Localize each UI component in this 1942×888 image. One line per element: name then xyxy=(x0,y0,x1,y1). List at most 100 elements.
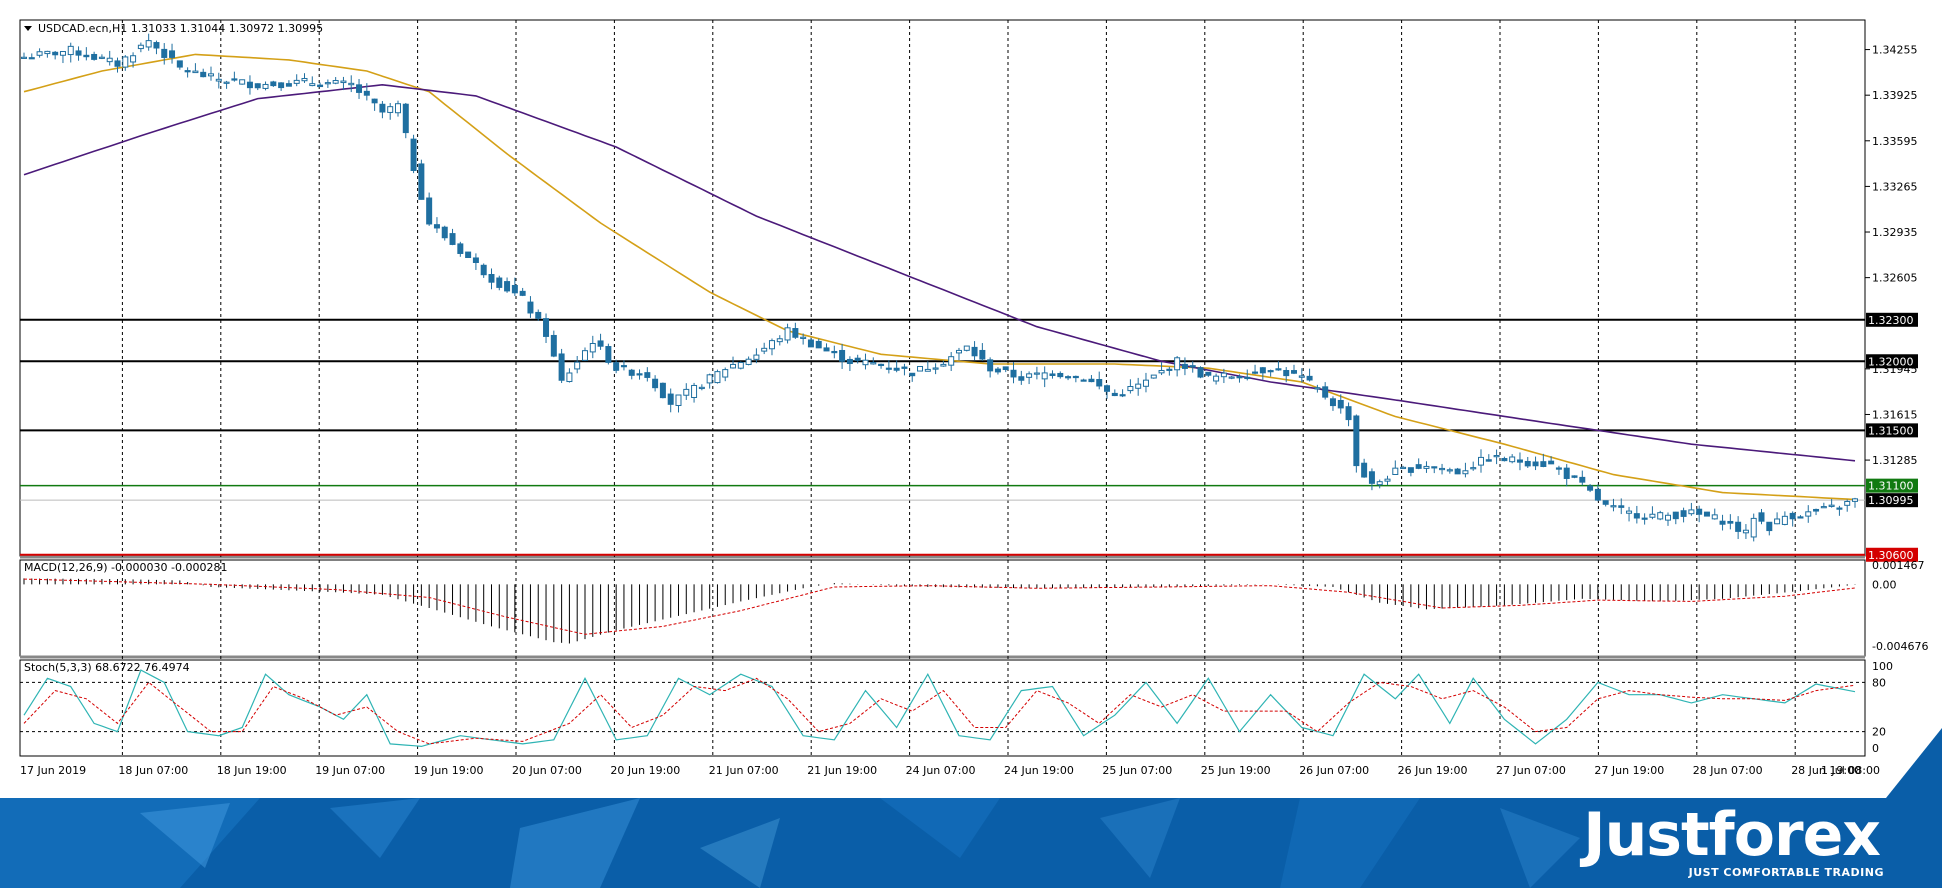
candle-body xyxy=(1306,375,1313,381)
candle-body xyxy=(511,284,518,294)
candle-body xyxy=(75,50,82,56)
candle-body xyxy=(1555,467,1562,470)
candle-body xyxy=(566,372,573,383)
candle-body xyxy=(91,53,98,60)
candle-body xyxy=(1571,475,1578,478)
candle-body xyxy=(262,83,269,89)
footer-banner xyxy=(0,798,1942,888)
candle-body xyxy=(652,378,659,389)
candle-body xyxy=(1213,375,1220,382)
candle-body xyxy=(371,98,378,104)
candle-body xyxy=(1688,509,1695,515)
candle-body xyxy=(1345,406,1352,421)
y-tick-label: 1.34255 xyxy=(1872,44,1918,57)
candle-body xyxy=(1353,415,1360,467)
candle-body xyxy=(1220,372,1227,378)
candle-body xyxy=(1680,510,1687,517)
candle-body xyxy=(1252,371,1259,374)
candle-body xyxy=(67,45,74,56)
moving-average-slow-line xyxy=(23,83,1856,462)
candle-body xyxy=(768,340,775,350)
candle-body xyxy=(1758,512,1765,522)
y-tick-label: 1.32605 xyxy=(1872,272,1918,285)
candle-body xyxy=(379,103,386,113)
x-tick-label: 25 Jun 07:00 xyxy=(1102,764,1172,777)
stochastic-indicator: 100 80 20 0 xyxy=(20,660,1893,755)
candle-body xyxy=(278,82,285,89)
brand-swoosh-icon xyxy=(1886,728,1942,798)
candle-body xyxy=(301,77,308,82)
candle-body xyxy=(426,197,433,225)
candle-body xyxy=(83,54,90,58)
candle-body xyxy=(161,48,168,58)
candle-body xyxy=(394,103,401,114)
candle-body xyxy=(348,82,355,86)
x-tick-label: 24 Jun 19:00 xyxy=(1004,764,1074,777)
stoch-title: Stoch(5,3,3) 68.6722 76.4974 xyxy=(24,661,190,674)
x-tick-label: 21 Jun 07:00 xyxy=(709,764,779,777)
candle-body xyxy=(1594,488,1601,501)
candle-body xyxy=(1844,501,1851,506)
candle-body xyxy=(1400,466,1407,470)
candle-body xyxy=(1587,485,1594,491)
candle-body xyxy=(987,359,994,372)
candle-body xyxy=(1750,517,1757,538)
stoch-y-tick-label: 0 xyxy=(1872,742,1879,755)
candle-body xyxy=(1228,376,1235,379)
candle-body xyxy=(239,79,246,85)
candle-body xyxy=(293,79,300,84)
candle-body xyxy=(1742,529,1749,534)
level-label-box xyxy=(1866,493,1918,508)
candle-body xyxy=(917,365,924,372)
candle-body xyxy=(21,56,27,59)
candle-body xyxy=(472,257,479,263)
candle-body xyxy=(792,328,799,338)
x-tick-label: 20 Jun 07:00 xyxy=(512,764,582,777)
candle-body xyxy=(807,339,814,348)
level-label-box xyxy=(1866,547,1918,562)
candle-body xyxy=(122,56,129,68)
stoch-y-tick-label: 20 xyxy=(1872,726,1886,739)
candle-body xyxy=(1462,470,1469,475)
candle-body xyxy=(1431,466,1438,469)
candle-body xyxy=(979,349,986,360)
candle-body xyxy=(1166,368,1173,371)
brand-tagline: JUST COMFORTABLE TRADING xyxy=(1688,866,1884,879)
candle-body xyxy=(1314,387,1321,390)
candle-body xyxy=(52,51,59,56)
macd-panel-frame xyxy=(19,559,1866,657)
candle-body xyxy=(909,372,916,377)
x-tick-label: 25 Jun 19:00 xyxy=(1201,764,1271,777)
candle-body xyxy=(449,233,456,245)
candle-body xyxy=(1119,394,1126,397)
macd-y-tick-label: 0.001467 xyxy=(1872,559,1925,572)
y-tick-label: 1.31945 xyxy=(1872,363,1918,376)
candle-body xyxy=(1696,508,1703,515)
dropdown-triangle-icon[interactable] xyxy=(24,26,32,31)
stoch-panel-frame xyxy=(19,659,1866,757)
candle-body xyxy=(1088,378,1095,383)
candle-body xyxy=(706,374,713,384)
candle-body xyxy=(1018,376,1025,381)
candle-body xyxy=(691,384,698,398)
candle-body xyxy=(1298,375,1305,378)
candle-body xyxy=(1329,398,1336,407)
candle-body xyxy=(1805,511,1812,517)
candle-body xyxy=(496,277,503,288)
candle-body xyxy=(714,371,721,384)
candle-body xyxy=(597,340,604,347)
candle-body xyxy=(527,301,534,314)
candle-body xyxy=(605,346,612,363)
candle-body xyxy=(1384,478,1391,482)
brand-logo[interactable]: Justforex xyxy=(1583,800,1881,870)
x-tick-label: 1 Jul 08:00 xyxy=(1821,764,1880,777)
candle-body xyxy=(1641,517,1648,520)
candle-body xyxy=(1197,367,1204,378)
candle-body xyxy=(457,243,464,254)
candle-body xyxy=(1509,456,1516,463)
candle-body xyxy=(535,311,542,319)
candle-body xyxy=(753,354,760,360)
candle-body xyxy=(1719,520,1726,525)
macd-title: MACD(12,26,9) -0.000030 -0.000281 xyxy=(24,561,227,574)
candle-body xyxy=(36,51,43,56)
